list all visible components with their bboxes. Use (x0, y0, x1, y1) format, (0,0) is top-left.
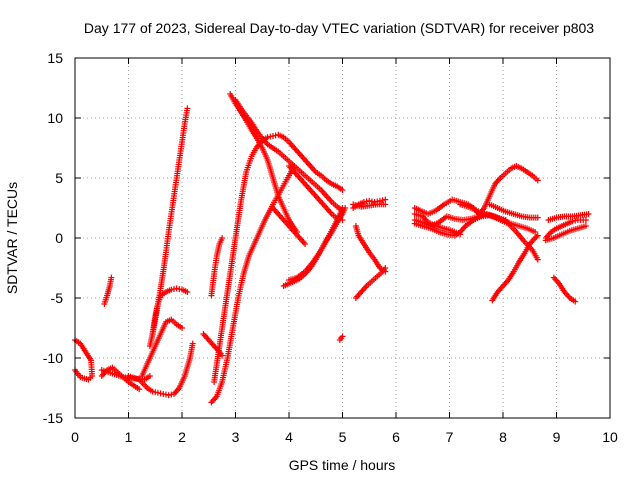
data-point (189, 340, 196, 347)
x-tick-label: 0 (71, 429, 79, 445)
y-tick-label: 10 (47, 110, 63, 126)
data-point (108, 274, 115, 281)
x-tick-label: 8 (499, 429, 507, 445)
data-points (72, 91, 592, 406)
x-tick-label: 9 (553, 429, 561, 445)
data-point (534, 214, 541, 221)
x-tick-label: 10 (602, 429, 618, 445)
y-tick-label: 15 (47, 50, 63, 66)
data-point (339, 217, 346, 223)
data-point (184, 289, 191, 295)
data-point (533, 233, 540, 240)
x-axis-label: GPS time / hours (289, 457, 396, 473)
data-point (269, 133, 276, 139)
x-tick-label: 5 (339, 429, 347, 445)
grid (75, 58, 610, 418)
y-tick-label: -5 (51, 290, 64, 306)
x-tick-label: 4 (285, 429, 293, 445)
data-point (582, 223, 589, 229)
y-tick-label: -15 (43, 410, 63, 426)
data-point (457, 231, 464, 238)
data-point (146, 373, 153, 379)
tick-labels: 0 1 2 3 4 5 6 7 8 9 10 -15 -10 -5 0 5 10 15 (43, 50, 618, 445)
data-point (585, 211, 592, 217)
x-tick-label: 6 (392, 429, 400, 445)
data-point (376, 197, 383, 204)
data-point (360, 199, 367, 205)
data-point (572, 298, 579, 305)
data-point (532, 229, 539, 235)
data-point (339, 333, 346, 340)
plot-frame (74, 57, 611, 419)
data-point (382, 201, 389, 208)
y-tick-label: 0 (55, 230, 63, 246)
data-point (179, 325, 185, 331)
data-point (184, 105, 191, 112)
data-point (534, 256, 541, 263)
x-tick-label: 3 (232, 429, 240, 445)
chart-title: Day 177 of 2023, Sidereal Day-to-day VTE… (84, 20, 594, 36)
data-point (302, 241, 309, 247)
data-point (534, 177, 541, 184)
x-tick-label: 7 (446, 429, 454, 445)
y-tick-label: -10 (43, 350, 63, 366)
x-tick-label: 1 (125, 429, 133, 445)
data-point (219, 352, 226, 359)
data-point (572, 217, 579, 224)
data-point (267, 133, 274, 140)
data-point (339, 205, 346, 211)
data-point (339, 187, 346, 193)
data-point (382, 265, 389, 271)
y-tick-label: 5 (55, 170, 63, 186)
data-point (582, 217, 589, 223)
data-point (136, 386, 143, 393)
x-tick-label: 2 (178, 429, 186, 445)
y-axis-label: SDTVAR / TECUs (4, 182, 20, 294)
data-point (534, 232, 541, 239)
data-point (219, 235, 226, 241)
